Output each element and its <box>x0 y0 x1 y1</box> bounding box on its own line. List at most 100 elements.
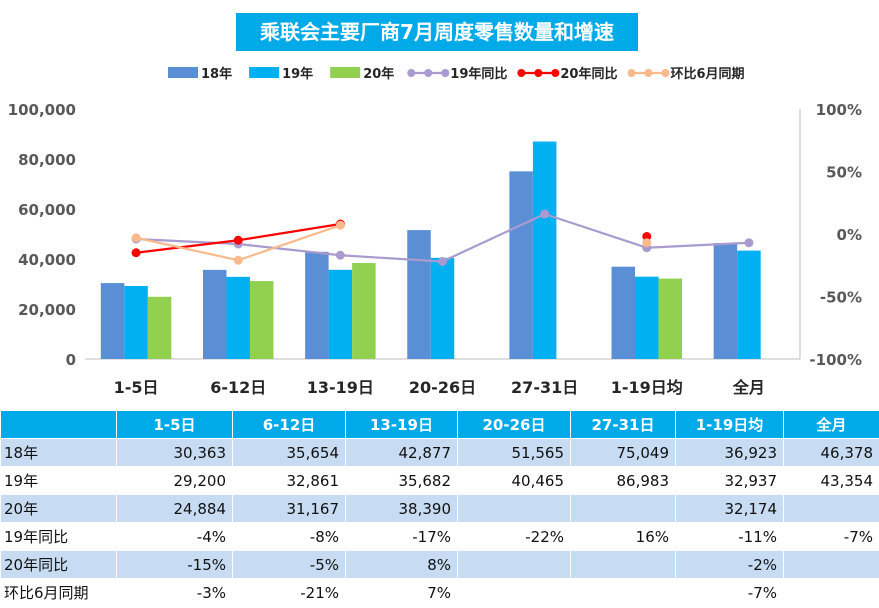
legend-marker <box>441 69 450 77</box>
table-header-cell: 1-5日 <box>116 410 233 439</box>
table-cell: 32,174 <box>675 494 784 523</box>
bar <box>100 283 125 359</box>
table-cell: 43,354 <box>783 466 879 495</box>
chart-title: 乘联会主要厂商7月周度零售数量和增速 <box>236 13 638 51</box>
x-tick-label: 6-12日 <box>210 378 266 397</box>
legend-swatch <box>330 67 361 78</box>
line-point <box>233 235 243 245</box>
table-row: 19年同比 -4% -8% -17% -22% 16% -11% -7% <box>0 522 879 551</box>
legend-label: 环比6月同期 <box>670 66 744 82</box>
bar <box>305 251 329 359</box>
table-row: 20年 24,884 31,167 38,390 32,174 <box>0 494 879 523</box>
line-point <box>131 233 141 243</box>
table-cell <box>457 494 571 523</box>
table-header-row: 1-5日 6-12日 13-19日 20-26日 27-31日 1-19日均 全… <box>0 410 879 439</box>
table-header-cell: 6-12日 <box>232 410 346 439</box>
bar <box>658 278 683 359</box>
legend-marker <box>627 69 636 77</box>
table-row-label: 18年 <box>0 438 117 467</box>
bar <box>249 281 274 359</box>
table-header-cell: 13-19日 <box>345 410 458 439</box>
legend-marker <box>551 69 560 77</box>
legend-label: 20年 <box>363 66 394 82</box>
table-cell: 35,682 <box>345 466 458 495</box>
table-cell: 36,923 <box>675 438 784 467</box>
table-row-label: 20年 <box>0 494 117 523</box>
table-cell: 16% <box>570 522 676 551</box>
x-tick-label: 13-19日 <box>307 378 374 397</box>
bar <box>124 286 148 359</box>
table-header-cell: 1-19日均 <box>675 410 784 439</box>
y-tick-label: 60,000 <box>18 201 76 219</box>
table-cell <box>570 550 676 579</box>
x-tick-label: 20-26日 <box>409 378 476 397</box>
bar <box>713 243 738 359</box>
x-tick-label: 全月 <box>732 378 765 397</box>
y-tick-label: 20,000 <box>18 301 76 319</box>
table-cell: 8% <box>345 550 458 579</box>
line-point <box>642 238 652 248</box>
table-cell: 38,390 <box>345 494 458 523</box>
table-row: 环比6月同期 -3% -21% 7% -7% <box>0 578 879 607</box>
line-point <box>335 250 345 260</box>
table-cell <box>783 550 879 579</box>
table-cell <box>783 578 879 607</box>
series-line <box>136 212 749 263</box>
y2-tick-label: -100% <box>809 351 862 369</box>
data-table: 1-5日 6-12日 13-19日 20-26日 27-31日 1-19日均 全… <box>0 410 879 607</box>
chart-area: 100,000 80,000 60,000 40,000 20,000 0 100% 50% 0… <box>8 13 862 397</box>
table-cell: -17% <box>345 522 458 551</box>
table-header-cell: 全月 <box>783 410 879 439</box>
table-cell: 46,378 <box>783 438 879 467</box>
table-cell: -7% <box>675 578 784 607</box>
chart-svg: 100,000 80,000 60,000 40,000 20,000 0 100% 50% 0… <box>8 66 862 397</box>
bar <box>202 269 227 359</box>
table-row-label: 19年同比 <box>0 522 117 551</box>
table-cell: 30,363 <box>116 438 233 467</box>
legend-label: 20年同比 <box>560 66 617 82</box>
table-cell: -7% <box>783 522 879 551</box>
table-cell: 32,937 <box>675 466 784 495</box>
table-row: 19年 29,200 32,861 35,682 40,465 86,983 3… <box>0 466 879 495</box>
table-corner-cell <box>0 410 117 439</box>
y-tick-label: 100,000 <box>8 101 76 119</box>
table-row: 20年同比 -15% -5% 8% -2% <box>0 550 879 579</box>
legend-marker <box>517 69 526 77</box>
legend-swatch <box>168 67 198 78</box>
table-row-label: 20年同比 <box>0 550 117 579</box>
y-tick-label: 0 <box>66 351 76 369</box>
line-point <box>335 220 345 230</box>
x-tick-label: 1-19日均 <box>611 378 683 397</box>
bar <box>407 230 431 359</box>
table-cell: -3% <box>116 578 233 607</box>
legend-marker <box>424 69 433 77</box>
x-tick-label: 27-31日 <box>511 378 578 397</box>
y2-tick-label: 0% <box>837 226 862 244</box>
table-cell: 31,167 <box>232 494 346 523</box>
legend-marker <box>661 69 670 77</box>
bar <box>147 296 172 359</box>
line-point <box>540 209 550 219</box>
bar <box>328 269 353 359</box>
y-tick-label: 40,000 <box>18 251 76 269</box>
table-header-cell: 20-26日 <box>457 410 571 439</box>
table-cell: -8% <box>232 522 346 551</box>
table-cell: -2% <box>675 550 784 579</box>
table-cell <box>570 578 676 607</box>
table-cell: -21% <box>232 578 346 607</box>
table-cell: -5% <box>232 550 346 579</box>
legend-marker <box>534 69 543 77</box>
y2-tick-label: 50% <box>826 164 862 182</box>
table-cell: -22% <box>457 522 571 551</box>
line-point <box>233 255 243 265</box>
bar <box>635 276 659 359</box>
table-row-label: 环比6月同期 <box>0 578 117 607</box>
legend-label: 19年同比 <box>450 66 507 82</box>
table-row: 18年 30,363 35,654 42,877 51,565 75,049 3… <box>0 438 879 467</box>
y-tick-label: 80,000 <box>18 151 76 169</box>
table-cell: 7% <box>345 578 458 607</box>
table-cell: 86,983 <box>570 466 676 495</box>
table-cell: 24,884 <box>116 494 233 523</box>
bar <box>532 141 557 359</box>
table-cell <box>570 494 676 523</box>
